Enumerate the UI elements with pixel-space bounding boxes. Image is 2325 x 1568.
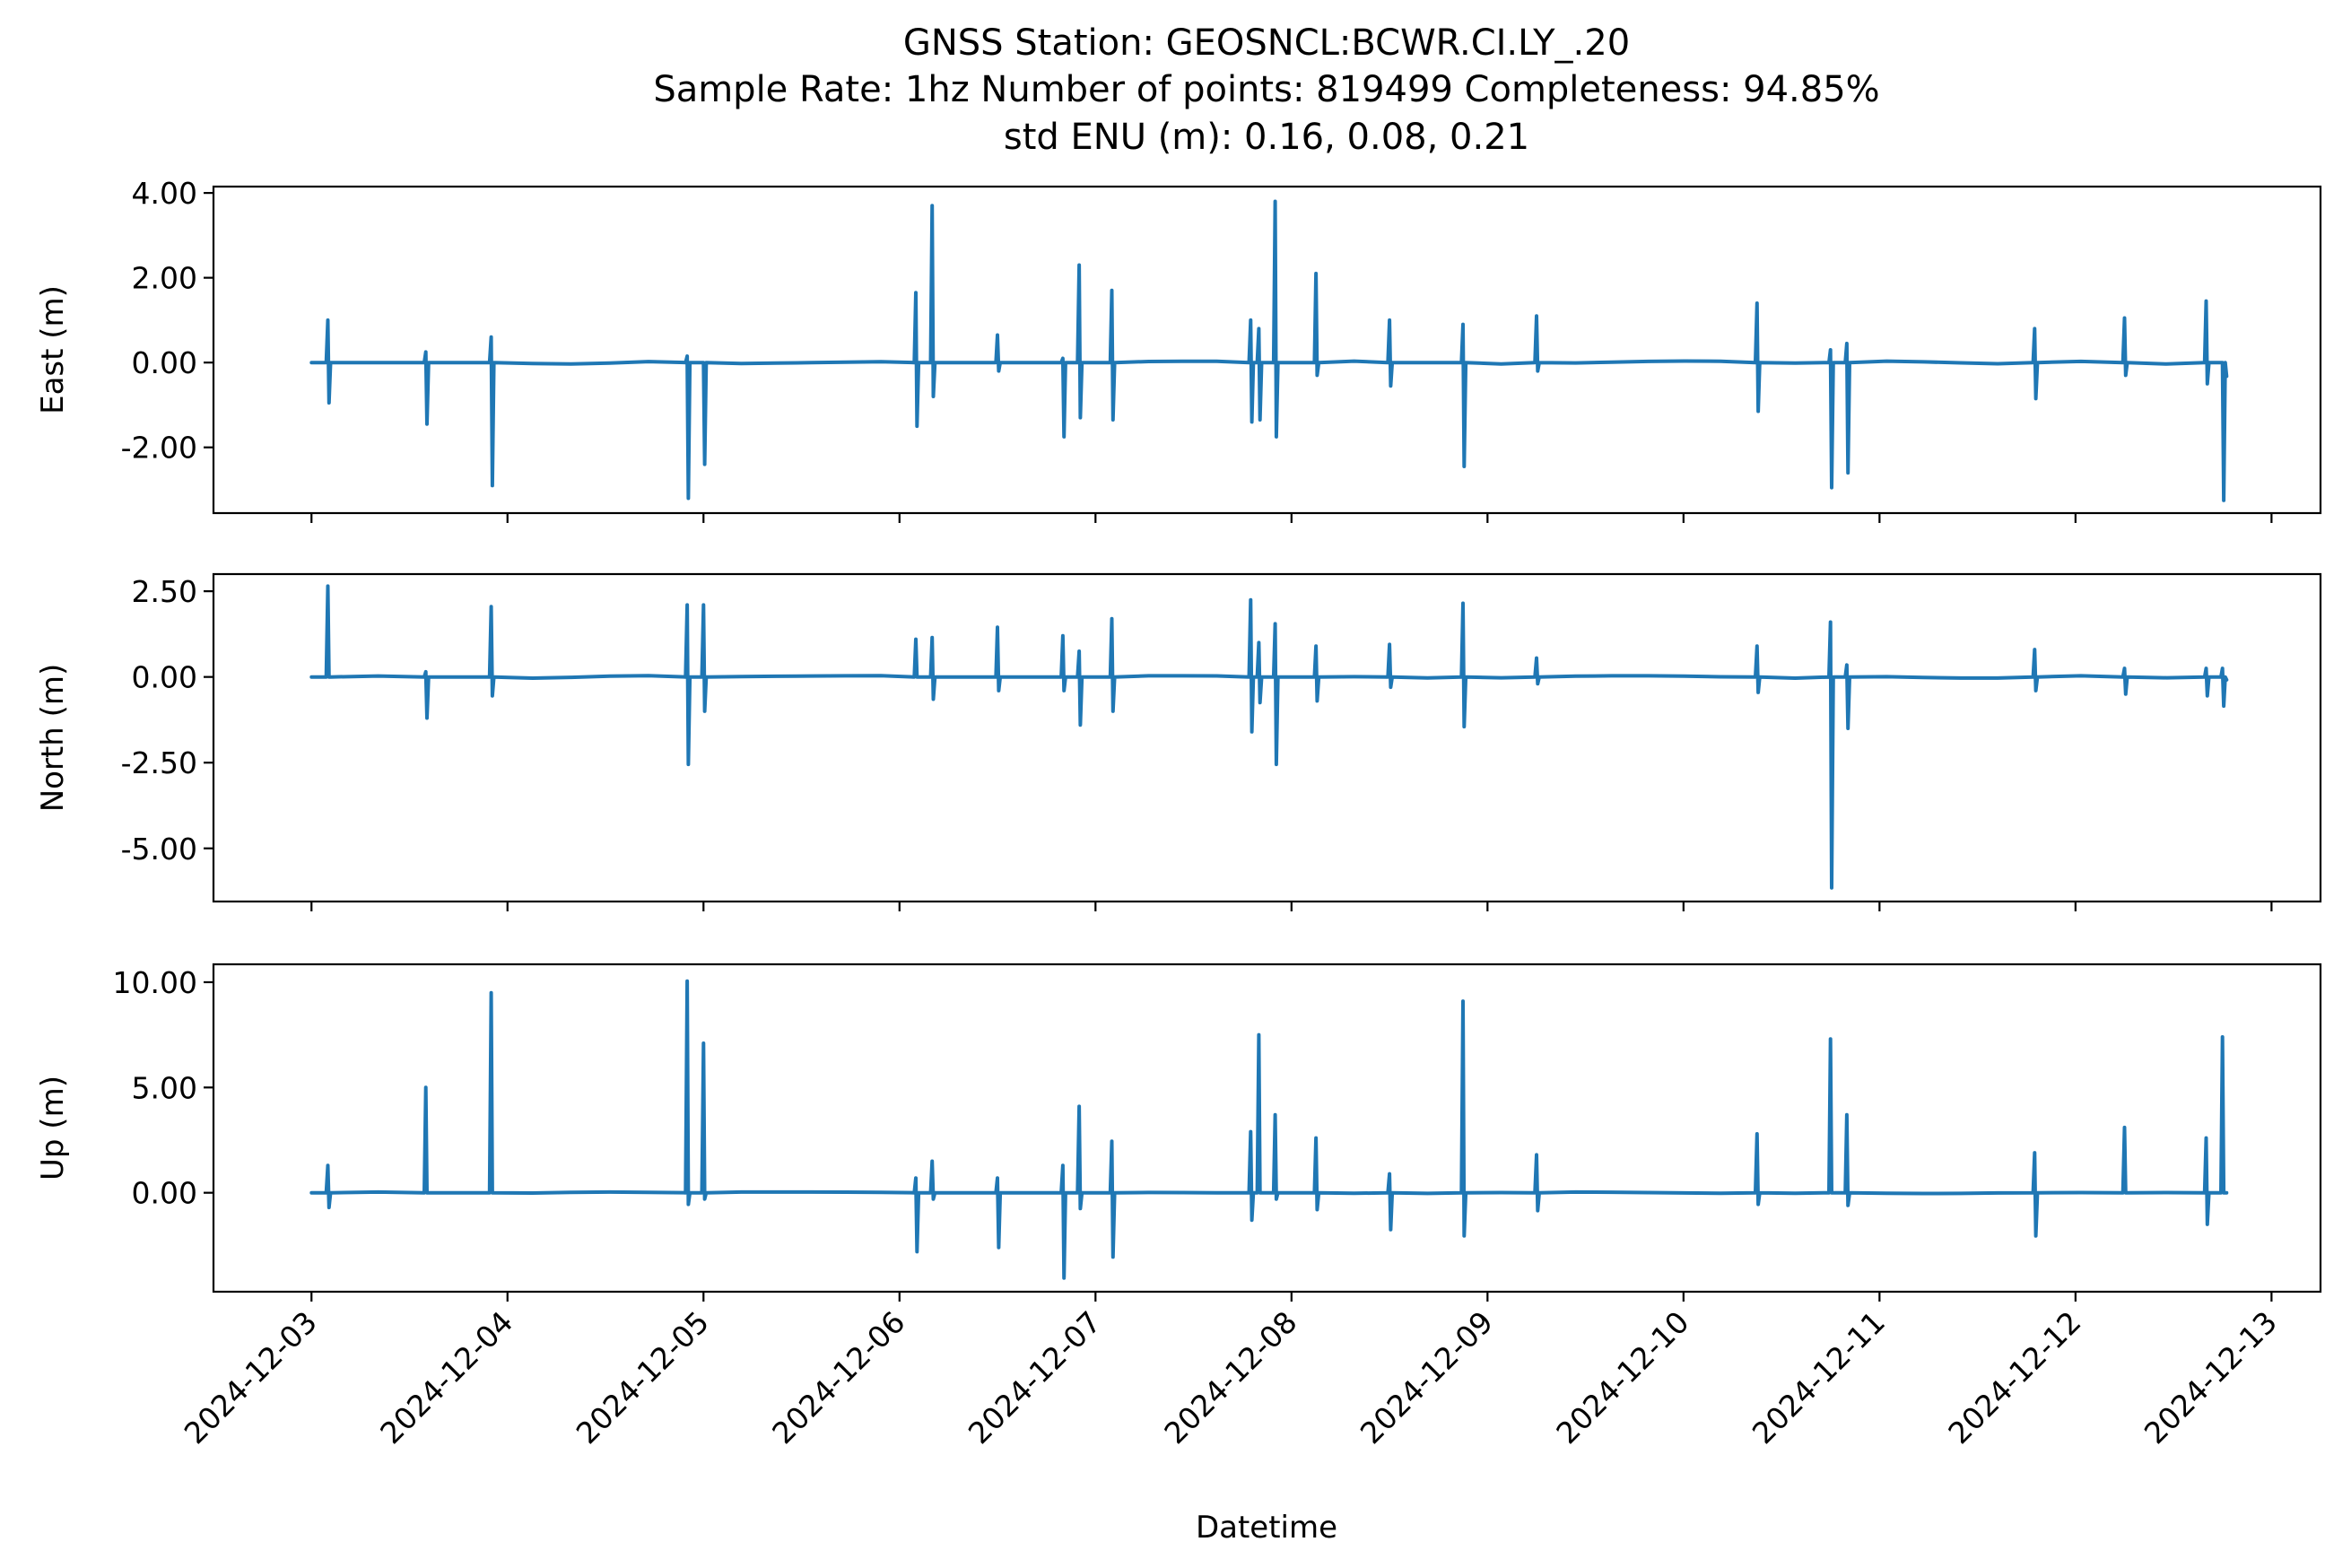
y-tick-label: 10.00 (113, 965, 197, 1000)
panel-2: 10.00 5.00 0.00 Up (m) (35, 963, 2322, 1302)
y-axis-label: Up (m) (35, 1076, 71, 1180)
title-line-station: GNSS Station: GEOSNCL:BCWR.CI.LY_.20 (903, 22, 1630, 64)
y-tick-label: -2.50 (121, 745, 197, 780)
y-tick-label: 0.00 (132, 660, 197, 695)
y-tick-label: 5.00 (132, 1070, 197, 1105)
y-tick-label: 2.50 (132, 574, 197, 609)
x-axis-label: Datetime (1196, 1510, 1337, 1546)
series-line-2 (309, 979, 2229, 1280)
panel-1: 2.50 0.00 -2.50 -5.00 North (m) (35, 572, 2322, 911)
series-line-0 (309, 199, 2229, 502)
y-axis-label: East (m) (35, 285, 71, 414)
series-line-1 (309, 584, 2229, 890)
y-tick-label: -2.00 (121, 431, 197, 466)
plot-frame-0 (212, 185, 2322, 515)
panel-0: 4.00 2.00 0.00 -2.00 East (m) (35, 176, 2322, 523)
figure-title: GNSS Station: GEOSNCL:BCWR.CI.LY_.20 Sam… (653, 22, 1879, 158)
y-tick-label: 4.00 (132, 176, 197, 211)
y-axis-label: North (m) (35, 664, 71, 813)
y-tick-label: -5.00 (121, 832, 197, 867)
y-tick-label: 2.00 (132, 261, 197, 296)
plot-frame-1 (212, 572, 2322, 903)
panels-group: 4.00 2.00 0.00 -2.00 East (m) 2.50 0.00 -2.50 -5… (35, 176, 2322, 1302)
y-tick-label: 0.00 (132, 1176, 197, 1211)
y-tick-label: 0.00 (132, 345, 197, 380)
plot-frame-2 (212, 963, 2322, 1294)
title-line-stats: Sample Rate: 1hz Number of points: 81949… (653, 69, 1879, 110)
title-line-std: std ENU (m): 0.16, 0.08, 0.21 (1004, 117, 1529, 158)
